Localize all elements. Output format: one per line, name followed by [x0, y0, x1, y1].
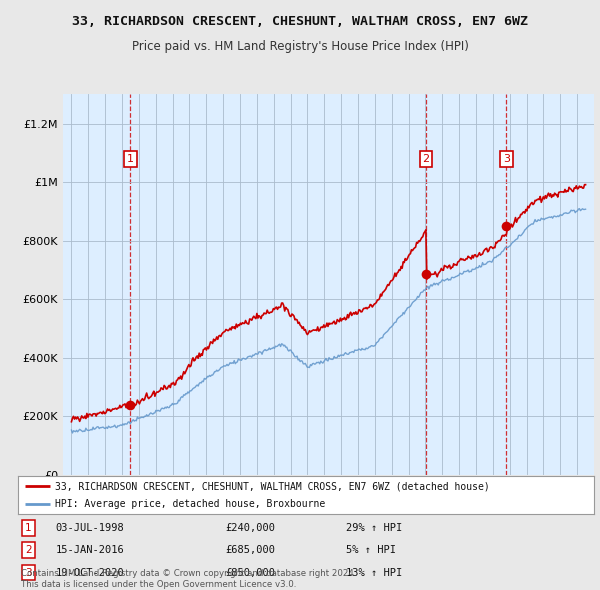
Text: HPI: Average price, detached house, Broxbourne: HPI: Average price, detached house, Brox… [55, 499, 326, 509]
Text: 3: 3 [25, 568, 32, 578]
Text: 1: 1 [25, 523, 32, 533]
Text: 1: 1 [127, 154, 134, 164]
Text: 03-JUL-1998: 03-JUL-1998 [55, 523, 124, 533]
Text: £685,000: £685,000 [226, 545, 275, 555]
Text: 19-OCT-2020: 19-OCT-2020 [55, 568, 124, 578]
Text: £850,000: £850,000 [226, 568, 275, 578]
Text: Price paid vs. HM Land Registry's House Price Index (HPI): Price paid vs. HM Land Registry's House … [131, 40, 469, 53]
Text: 33, RICHARDSON CRESCENT, CHESHUNT, WALTHAM CROSS, EN7 6WZ: 33, RICHARDSON CRESCENT, CHESHUNT, WALTH… [72, 15, 528, 28]
Text: 13% ↑ HPI: 13% ↑ HPI [346, 568, 403, 578]
Text: Contains HM Land Registry data © Crown copyright and database right 2024.
This d: Contains HM Land Registry data © Crown c… [21, 569, 356, 589]
Text: 33, RICHARDSON CRESCENT, CHESHUNT, WALTHAM CROSS, EN7 6WZ (detached house): 33, RICHARDSON CRESCENT, CHESHUNT, WALTH… [55, 481, 490, 491]
Text: £240,000: £240,000 [226, 523, 275, 533]
Text: 29% ↑ HPI: 29% ↑ HPI [346, 523, 403, 533]
Text: 15-JAN-2016: 15-JAN-2016 [55, 545, 124, 555]
Text: 5% ↑ HPI: 5% ↑ HPI [346, 545, 397, 555]
Text: 3: 3 [503, 154, 510, 164]
Text: 2: 2 [25, 545, 32, 555]
Text: 2: 2 [422, 154, 430, 164]
